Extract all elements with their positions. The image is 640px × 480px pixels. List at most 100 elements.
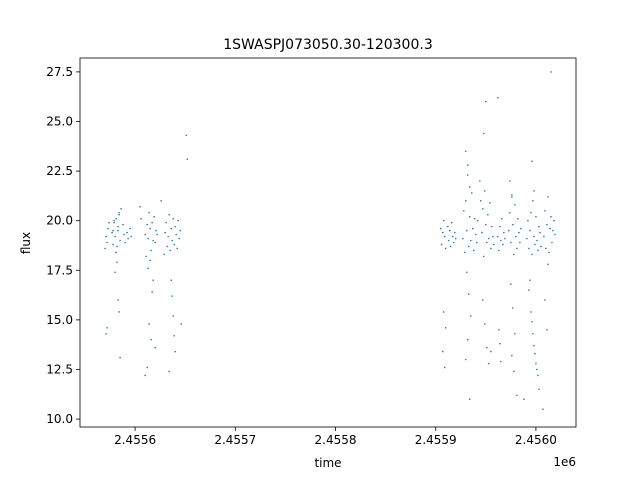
data-point [498, 328, 500, 331]
data-point [149, 227, 151, 230]
data-point [491, 225, 493, 228]
data-point [177, 219, 179, 222]
data-point [446, 225, 449, 228]
data-point [444, 247, 447, 250]
data-point [513, 370, 515, 373]
data-point [540, 245, 542, 248]
data-point [115, 251, 117, 254]
data-point [484, 190, 486, 192]
data-point [531, 253, 533, 256]
data-point [185, 134, 188, 137]
x-axis: 2.4556 2.4557 2.4558 2.4559 2.4560 [114, 427, 557, 447]
data-point [118, 311, 120, 313]
x-tick-label: 2.4557 [214, 433, 256, 447]
data-point [485, 100, 487, 103]
data-point [468, 398, 471, 401]
data-point [527, 219, 529, 222]
data-point [481, 231, 483, 234]
data-point [470, 192, 473, 194]
data-point [117, 225, 119, 228]
data-point [451, 235, 454, 238]
data-point [538, 225, 540, 228]
data-point [150, 338, 152, 341]
data-point [486, 346, 488, 349]
data-point [550, 215, 552, 218]
data-point [123, 233, 125, 236]
data-point [477, 219, 479, 222]
data-point [531, 160, 533, 162]
data-point [539, 231, 541, 234]
x-axis-label: time [314, 456, 341, 470]
data-point [171, 295, 173, 297]
data-point [536, 239, 538, 242]
data-point [484, 323, 486, 325]
data-point [508, 229, 510, 232]
data-point [464, 358, 467, 361]
data-point [509, 180, 511, 182]
data-point [519, 241, 521, 244]
data-point [537, 249, 539, 252]
data-point [442, 311, 445, 313]
data-point [178, 237, 180, 240]
data-point [538, 388, 540, 391]
data-point [514, 204, 516, 206]
data-point [490, 247, 492, 250]
data-point [509, 211, 511, 214]
data-point [536, 368, 538, 371]
data-point [462, 209, 465, 212]
data-point [523, 398, 525, 401]
data-point [449, 245, 452, 248]
data-point [547, 196, 549, 198]
data-point [117, 229, 119, 232]
data-point [537, 374, 539, 377]
data-point [483, 255, 485, 258]
data-point [112, 243, 114, 246]
data-point [533, 344, 535, 347]
x-tick-label: 2.4559 [415, 433, 457, 447]
data-point [530, 211, 532, 214]
data-point [147, 267, 149, 270]
data-point [550, 71, 552, 73]
data-point [442, 219, 445, 222]
data-point [453, 231, 456, 234]
data-point [534, 243, 536, 246]
data-point [168, 370, 170, 373]
data-point [528, 247, 530, 250]
x-tick-label: 2.4558 [315, 433, 357, 447]
data-point [465, 271, 468, 274]
data-point [443, 366, 446, 369]
data-point [543, 235, 545, 238]
data-point [114, 235, 116, 238]
data-point [486, 241, 488, 244]
data-point [544, 209, 546, 212]
data-point [146, 223, 148, 226]
data-point [529, 279, 531, 281]
data-point [479, 180, 481, 182]
data-point [122, 223, 124, 226]
data-point [511, 354, 513, 357]
y-axis: 10.0 12.5 15.0 17.5 20.0 22.5 25.0 27.5 [46, 65, 80, 426]
data-point [500, 360, 502, 363]
x-axis-offset-label: 1e6 [553, 455, 576, 469]
data-point [152, 239, 154, 242]
data-point [147, 237, 149, 240]
data-point [119, 356, 121, 359]
y-tick-label: 27.5 [46, 65, 73, 79]
data-point [514, 332, 516, 335]
data-point [150, 249, 152, 252]
data-point [454, 237, 457, 240]
data-point [517, 217, 519, 220]
data-point [512, 307, 514, 309]
data-point [546, 223, 548, 226]
y-tick-label: 22.5 [46, 164, 73, 178]
data-point [146, 366, 148, 369]
data-point [179, 229, 181, 232]
data-point [107, 227, 109, 230]
data-point [516, 394, 518, 397]
data-point [472, 249, 475, 252]
data-point [489, 202, 491, 204]
data-point [488, 237, 490, 240]
data-point [130, 235, 132, 238]
data-point [461, 237, 464, 240]
data-point [535, 362, 537, 365]
